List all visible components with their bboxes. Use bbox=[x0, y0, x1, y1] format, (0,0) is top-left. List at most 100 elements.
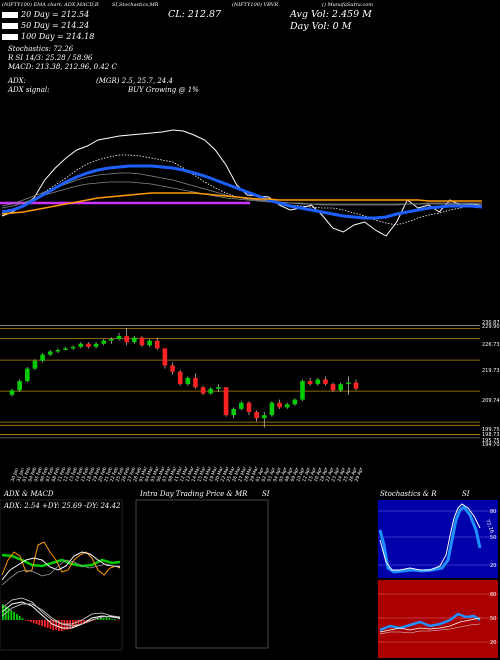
date-label: 26 Apr bbox=[348, 466, 359, 482]
macd-histogram-bar bbox=[24, 620, 27, 621]
stoch-level-label: 20 bbox=[490, 563, 496, 569]
stoch-level-label: 80 bbox=[490, 509, 496, 515]
macd-histogram-bar bbox=[91, 620, 94, 621]
header-line-4: () MunafaSutra.com bbox=[322, 2, 374, 8]
macd-histogram-bar bbox=[114, 619, 116, 620]
macd-histogram-bar bbox=[55, 620, 57, 630]
ema50-blue-line bbox=[1, 164, 483, 220]
candle-body bbox=[170, 365, 175, 372]
header-line-3: (NIFTY100) VBVR bbox=[232, 2, 279, 8]
date-label: 10 Apr bbox=[295, 466, 306, 482]
date-label: 18 Feb bbox=[86, 466, 97, 482]
ema100-label: 100 Day = 214.18 bbox=[21, 32, 95, 41]
macd-histogram-bar bbox=[18, 616, 21, 620]
ema50-row: 50 Day = 214.24 bbox=[2, 21, 89, 30]
candle-body bbox=[63, 348, 68, 350]
date-label: 20 Feb bbox=[97, 466, 108, 482]
adx-white-line bbox=[1, 551, 121, 581]
macd-histogram-bar bbox=[111, 619, 113, 620]
date-label: 25 Apr bbox=[342, 466, 353, 482]
date-label: 14 Feb bbox=[74, 466, 85, 482]
candle-body bbox=[307, 381, 313, 385]
date-label: 05 Feb bbox=[33, 466, 44, 482]
si-level-label: 50 bbox=[490, 616, 496, 622]
candle-body bbox=[109, 339, 114, 341]
macd-histogram-bar bbox=[77, 620, 80, 626]
stochastic-line bbox=[1, 129, 483, 237]
date-label: 21 Feb bbox=[103, 466, 114, 482]
macd-histogram-bar bbox=[69, 620, 71, 629]
macd-histogram-bar bbox=[83, 620, 85, 624]
macd-histogram-bar bbox=[13, 612, 15, 620]
candle-body bbox=[32, 360, 38, 369]
date-label: 19 Mar bbox=[208, 466, 219, 483]
candle-body bbox=[101, 340, 107, 344]
price-level-label: 199.75 bbox=[482, 427, 500, 433]
macd-histogram-bar bbox=[7, 608, 10, 620]
stoch-blue-line bbox=[378, 504, 482, 574]
candle-body bbox=[292, 399, 298, 405]
candle-body bbox=[9, 390, 15, 395]
header-ema-label: EMA chart: ADX,MACD,R bbox=[33, 2, 99, 8]
candle-body bbox=[154, 340, 160, 349]
price-level-label: 229.90 bbox=[482, 324, 500, 330]
macd-histogram-bar bbox=[58, 620, 60, 631]
date-label: 29 Apr bbox=[354, 466, 365, 482]
candle-body bbox=[177, 371, 183, 385]
macd-histogram-bar bbox=[32, 620, 35, 623]
adx-signal-label: ADX signal: bbox=[8, 86, 50, 94]
date-label: 07 Mar bbox=[161, 466, 172, 483]
ema100-swatch bbox=[2, 33, 18, 40]
date-label: 13 Feb bbox=[68, 466, 79, 482]
si-blue-line bbox=[379, 612, 481, 632]
candle-body bbox=[330, 384, 336, 391]
ema100-row: 100 Day = 214.18 bbox=[2, 32, 94, 41]
macd-histogram-bar bbox=[30, 620, 32, 622]
price-level-label: 230.87 bbox=[482, 320, 500, 326]
header-line-1: (NIFTY100) EMA chart: ADX,MACD,R bbox=[2, 2, 99, 8]
date-label: 22 Feb bbox=[109, 466, 120, 482]
adx-orange-line bbox=[1, 541, 121, 576]
candle-body bbox=[162, 348, 168, 366]
candle-body bbox=[223, 387, 229, 416]
date-label: 11 Feb bbox=[56, 466, 67, 482]
date-label: 12 Apr bbox=[301, 466, 312, 482]
candle-body bbox=[185, 377, 191, 385]
si-level-label: 20 bbox=[490, 640, 496, 646]
ema-grey-line-1 bbox=[1, 181, 482, 209]
candle-body bbox=[200, 387, 206, 394]
candle-body bbox=[323, 379, 328, 385]
si-label: R SI 14/3: 25.28 / 58.96 bbox=[8, 54, 93, 62]
date-label: 16 Apr bbox=[313, 466, 324, 482]
candle-body bbox=[239, 402, 244, 409]
candle-body bbox=[139, 337, 145, 346]
macd-histogram-bar bbox=[35, 620, 38, 624]
stoch-si-label: SI bbox=[462, 490, 470, 498]
date-label: 26 Feb bbox=[121, 466, 132, 482]
date-label: 06 Feb bbox=[39, 466, 50, 482]
macd-histogram-bar bbox=[74, 620, 77, 627]
date-label: 12 Feb bbox=[62, 466, 73, 482]
macd-histogram-bar bbox=[116, 620, 119, 621]
date-label: 11 Mar bbox=[173, 466, 184, 483]
macd-histogram-bar bbox=[38, 620, 41, 625]
candle-body bbox=[17, 381, 22, 391]
date-label: 20 Mar bbox=[214, 466, 225, 483]
ema100-orange-line bbox=[1, 192, 482, 215]
candle-body bbox=[261, 415, 267, 419]
date-label: 23 Apr bbox=[330, 466, 341, 482]
macd-histogram-bar bbox=[94, 620, 97, 621]
date-label: 04 Apr bbox=[272, 466, 283, 482]
adx-grey-line bbox=[1, 559, 120, 586]
candle-body bbox=[300, 381, 305, 400]
stoch-value-label: 72.26 bbox=[484, 519, 495, 535]
date-label: 13 Mar bbox=[185, 466, 196, 483]
candle-body bbox=[124, 335, 129, 343]
macd-histogram-bar bbox=[49, 620, 52, 629]
date-label: 28 Mar bbox=[243, 466, 254, 483]
price-level-label: 209.74 bbox=[482, 398, 500, 404]
date-label: 18 Apr bbox=[319, 466, 330, 482]
date-label: 14 Mar bbox=[190, 466, 201, 483]
intraday-si-label: SI bbox=[262, 490, 270, 498]
